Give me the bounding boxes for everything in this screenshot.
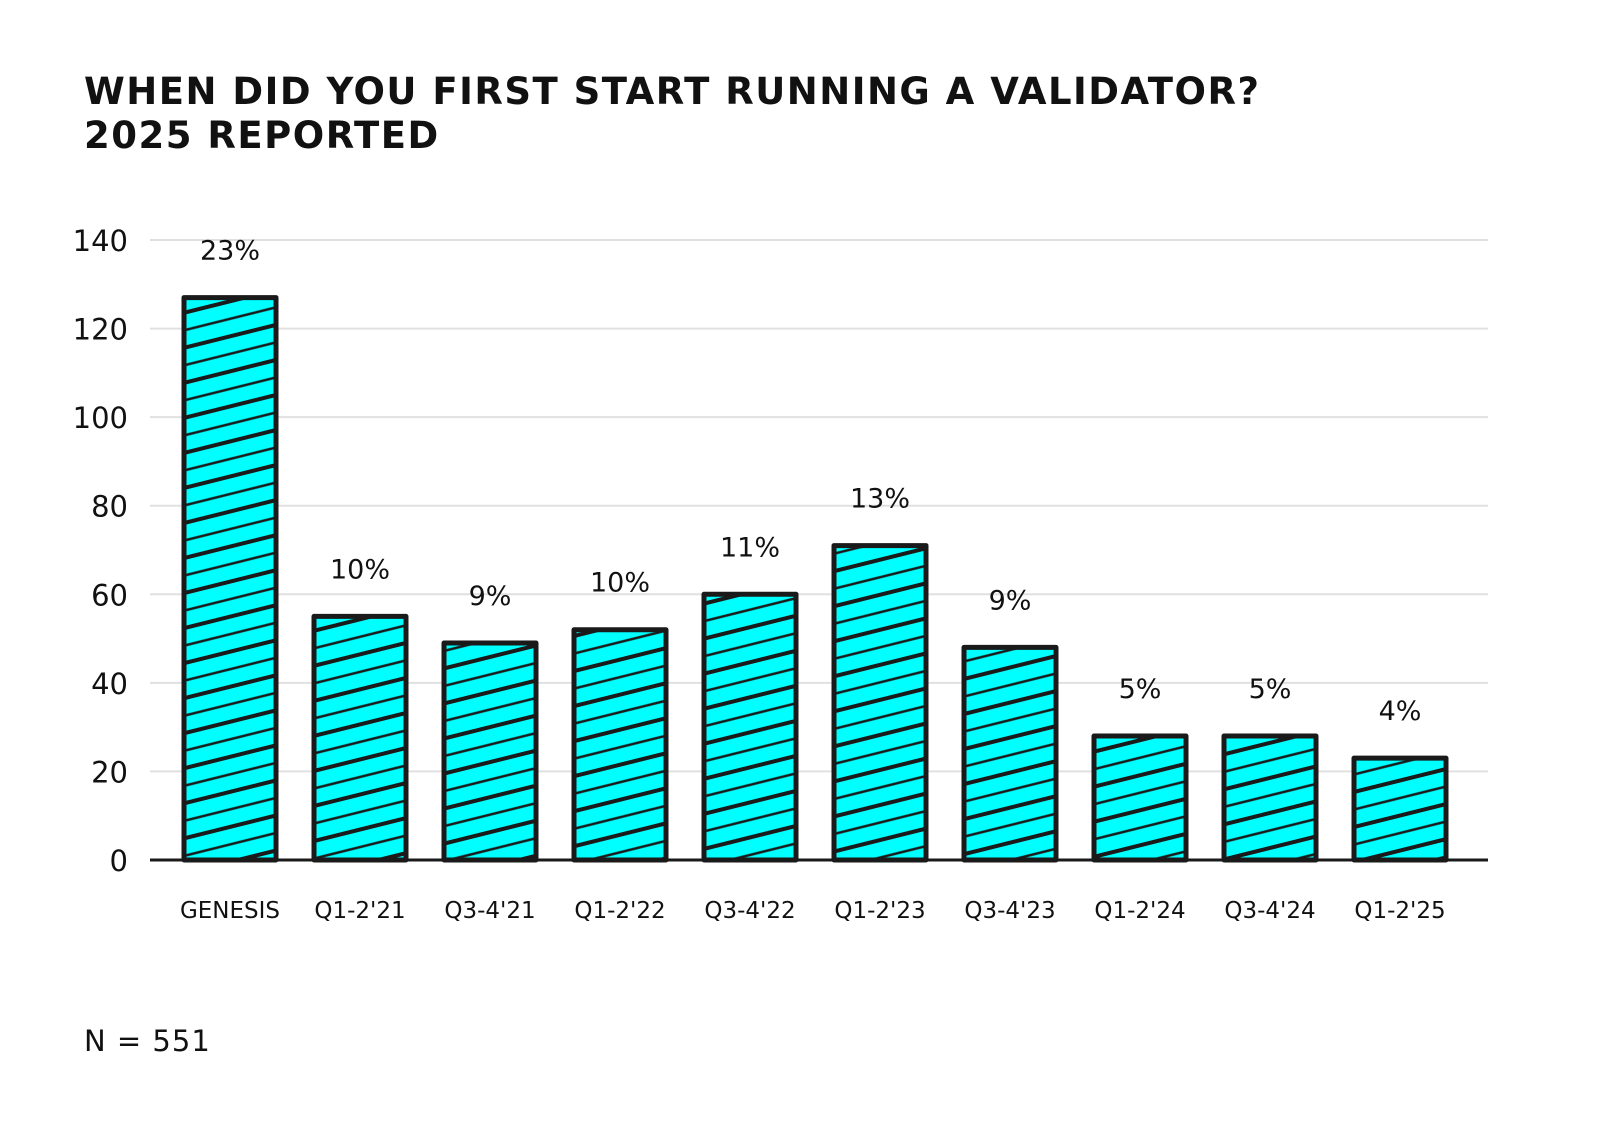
- y-axis-ticks: 0 20 40 60 80 100 120 140: [73, 224, 128, 878]
- data-label: 5%: [1249, 674, 1292, 705]
- y-tick-label: 0: [110, 844, 128, 878]
- x-tick-label: Q1-2'22: [574, 898, 665, 924]
- x-tick-label: Q3-4'22: [704, 898, 795, 924]
- x-tick-label: Q3-4'21: [444, 898, 535, 924]
- bar-hatch: [574, 629, 666, 860]
- data-labels: 23% 10% 9% 10% 11% 13% 9% 5% 5% 4%: [200, 236, 1421, 728]
- x-axis-ticks: GENESIS Q1-2'21 Q3-4'21 Q1-2'22 Q3-4'22 Q1-2'…: [180, 898, 1446, 924]
- y-tick-label: 120: [73, 313, 128, 347]
- x-tick-label: GENESIS: [180, 898, 280, 924]
- x-tick-label: Q1-2'23: [834, 898, 925, 924]
- data-label: 23%: [200, 236, 260, 267]
- chart-title-line-2: 2025 REPORTED: [84, 114, 440, 157]
- data-label: 10%: [590, 568, 650, 599]
- x-tick-label: Q3-4'23: [964, 898, 1055, 924]
- bar-hatch: [184, 297, 276, 861]
- data-label: 13%: [850, 484, 910, 515]
- bar-hatch: [964, 647, 1056, 860]
- x-tick-label: Q3-4'24: [1224, 898, 1315, 924]
- chart-title: WHEN DID YOU FIRST START RUNNING A VALID…: [84, 70, 1260, 158]
- data-label: 5%: [1119, 674, 1162, 705]
- bar-hatch: [314, 616, 406, 860]
- data-label: 9%: [469, 581, 512, 612]
- data-label: 4%: [1379, 696, 1422, 727]
- bars: [181, 295, 1449, 863]
- bar-hatch: [1094, 736, 1186, 860]
- bar-hatch: [1354, 758, 1446, 860]
- y-tick-label: 60: [91, 578, 128, 612]
- bar-hatch: [444, 643, 536, 860]
- bar-hatch: [834, 545, 926, 860]
- chart-title-line-1: WHEN DID YOU FIRST START RUNNING A VALID…: [84, 70, 1261, 113]
- y-tick-label: 100: [73, 401, 128, 435]
- data-label: 11%: [720, 532, 780, 563]
- x-tick-label: Q1-2'21: [314, 898, 405, 924]
- bar-hatch: [704, 594, 796, 860]
- y-tick-label: 80: [91, 490, 128, 524]
- x-tick-label: Q1-2'25: [1354, 898, 1445, 924]
- bar-hatch: [1224, 736, 1316, 860]
- y-tick-label: 20: [91, 755, 128, 789]
- data-label: 9%: [989, 585, 1032, 616]
- y-tick-label: 140: [73, 224, 128, 258]
- data-label: 10%: [330, 554, 390, 585]
- sample-size-note: N = 551: [84, 1024, 211, 1058]
- y-tick-label: 40: [91, 667, 128, 701]
- x-tick-label: Q1-2'24: [1094, 898, 1185, 924]
